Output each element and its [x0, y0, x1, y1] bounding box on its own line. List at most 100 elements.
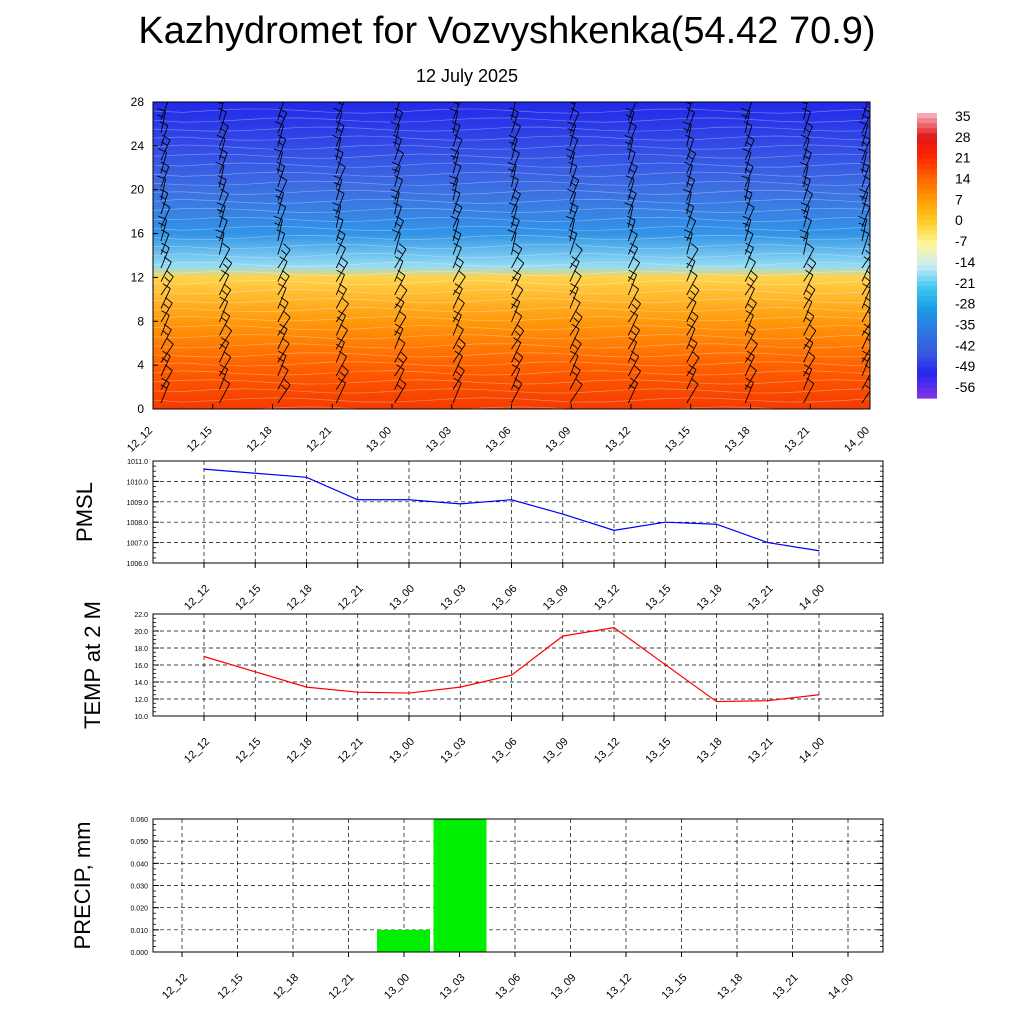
wind-barb-flag [392, 95, 400, 99]
contour-line [153, 361, 870, 367]
x-tick-label: 13_06 [493, 972, 523, 1002]
wind-barb-flag [278, 283, 287, 289]
wind-barb-flag [743, 188, 753, 194]
wind-barb-flag [516, 256, 525, 264]
colorbar-swatch [917, 138, 937, 145]
wind-barb-staff [511, 152, 520, 174]
wind-barb-staff [511, 248, 523, 269]
wind-barb-flag [512, 188, 521, 195]
wind-barb-flag [802, 175, 811, 180]
wind-barb-flag [283, 378, 291, 386]
wind-barb-staff [160, 288, 171, 309]
wind-barb-staff [861, 280, 870, 296]
y-tick-label: 10.0 [134, 714, 148, 721]
x-tick-label: 12_18 [285, 736, 315, 766]
wind-barb-flag [861, 202, 870, 208]
wind-barb-flag [512, 121, 521, 127]
wind-barb-staff [627, 303, 642, 323]
wind-barb-staff [335, 179, 343, 201]
colorbar-label: -42 [955, 337, 975, 353]
colorbar-swatch [917, 224, 937, 231]
wind-barb-flag [808, 256, 817, 264]
wind-barb-staff [394, 179, 403, 201]
wind-barb-staff [803, 193, 813, 215]
wind-barb-flag [220, 343, 227, 349]
wind-barb-staff [452, 247, 462, 269]
wind-barb-staff [394, 369, 405, 390]
wind-barb-staff [160, 302, 173, 323]
wind-barb-flag [216, 134, 226, 140]
colorbar-swatch [917, 275, 937, 282]
wind-barb-staff [511, 102, 516, 120]
x-tick-label: 13_12 [603, 425, 633, 455]
x-tick-label: 13_03 [438, 583, 468, 613]
wind-barb-staff [803, 274, 814, 296]
wind-barb-staff [394, 112, 403, 134]
wind-barb-staff [160, 139, 171, 161]
wind-barb-flag [867, 243, 870, 247]
wind-barb-staff [160, 247, 170, 269]
wind-barb-staff [277, 275, 290, 296]
wind-barb-staff [394, 328, 404, 350]
wind-barb-staff [861, 139, 870, 161]
colorbar-swatch [917, 306, 937, 313]
wind-barb-staff [686, 248, 699, 269]
wind-barb-staff [452, 329, 464, 350]
colorbar-swatch [917, 235, 937, 241]
wind-barb-flag [802, 107, 811, 113]
wind-barb-flag [158, 148, 167, 153]
wind-barb-staff [744, 219, 752, 242]
wind-barb-flag [399, 283, 408, 291]
wind-barb-flag [281, 384, 287, 391]
wind-barb-flag [391, 195, 399, 199]
wind-barb-staff [335, 234, 346, 255]
contour-line [153, 370, 870, 376]
wind-barb-flag [219, 215, 228, 221]
colorbar-swatch [917, 245, 937, 252]
colorbar-swatch [917, 194, 937, 201]
x-tick-label: 13_15 [660, 972, 690, 1002]
wind-barb-flag [867, 378, 870, 382]
wind-barb-staff [394, 138, 402, 161]
colorbar-swatch [917, 377, 937, 384]
wind-barb-staff [744, 125, 753, 147]
wind-barb-flag [341, 297, 349, 305]
colorbar-swatch [917, 113, 937, 119]
wind-barb-staff [277, 302, 289, 323]
wind-barb-flag [278, 330, 285, 336]
contour-line [153, 135, 870, 141]
wind-barb-flag [278, 350, 287, 356]
wind-barb-flag [804, 188, 813, 195]
wind-barb-flag [217, 181, 225, 186]
colorbar-label: -28 [955, 296, 975, 312]
wind-barb-staff [744, 314, 754, 336]
wind-barb-flag [340, 324, 348, 331]
wind-barb-staff [569, 317, 583, 336]
wind-barb-flag [451, 188, 461, 194]
precip-bar [377, 929, 430, 952]
data-point [510, 499, 513, 501]
wind-barb-flag [337, 161, 346, 168]
wind-barb-flag [457, 364, 465, 371]
wind-barb-flag [218, 154, 226, 160]
wind-barb-flag [567, 128, 575, 132]
data-point [818, 694, 820, 696]
x-tick-label: 13_18 [715, 972, 745, 1002]
wind-barb-staff [511, 263, 525, 282]
y-tick-label: 0.060 [130, 817, 148, 824]
wind-barb-staff [218, 102, 224, 120]
wind-barb-staff [335, 274, 345, 296]
colorbar-swatch [917, 362, 937, 369]
wind-barb-flag [216, 209, 224, 213]
wind-barb-flag [568, 102, 576, 105]
wind-barb-staff [803, 179, 811, 201]
wind-barb-staff [335, 262, 348, 282]
colorbar-swatch [917, 286, 937, 292]
wind-barb-flag [335, 343, 343, 349]
wind-barb-staff [160, 344, 174, 363]
wind-barb-flag [215, 102, 223, 105]
wind-barb-staff [394, 220, 405, 242]
wind-barb-staff [277, 328, 288, 350]
wind-barb-staff [452, 111, 459, 134]
